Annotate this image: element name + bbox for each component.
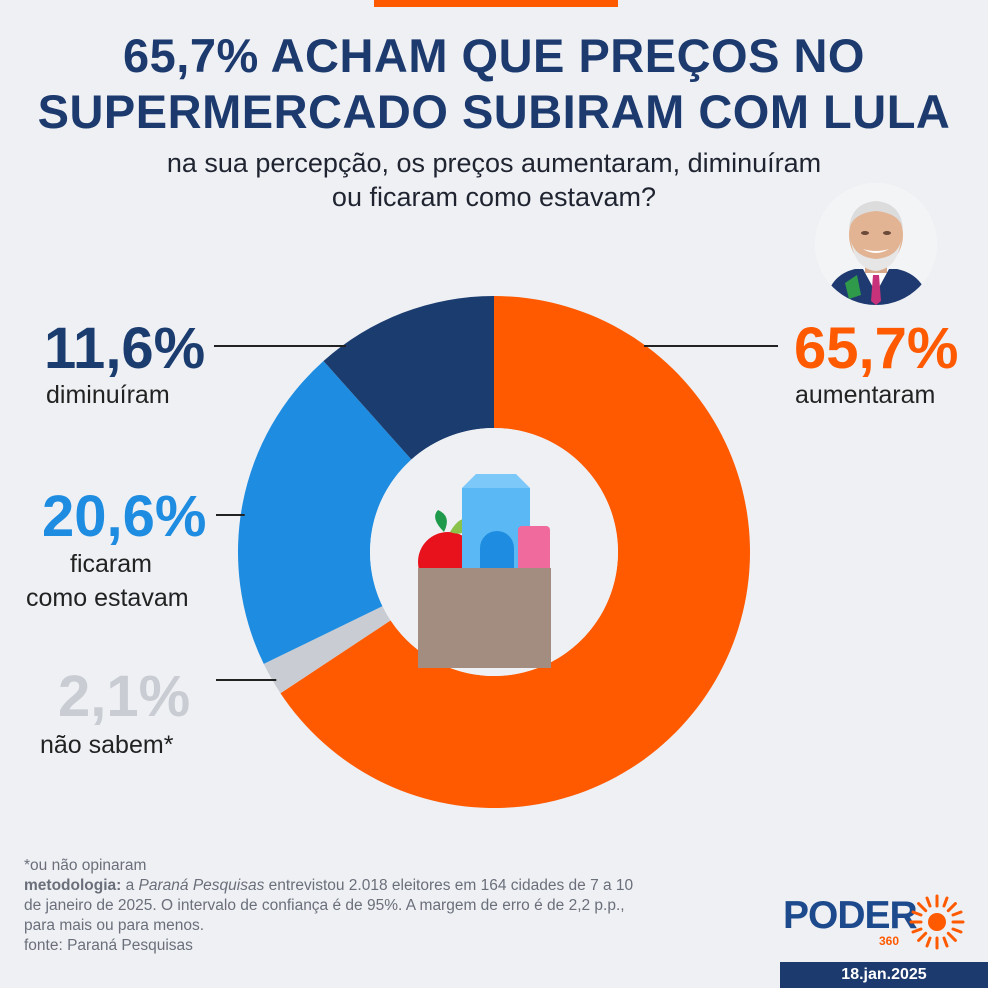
methodology-line-1: metodologia: a Paraná Pesquisas entrevis… (24, 876, 764, 896)
label-text-aumentaram: aumentaram (795, 381, 936, 409)
top-accent-bar (374, 0, 618, 7)
methodology-rest: entrevistou 2.018 eleitores em 164 cidad… (264, 877, 634, 894)
title-line-2: SUPERMERCADO SUBIRAM COM LULA (37, 85, 951, 138)
methodology-line-3: para mais ou para menos. (24, 917, 205, 934)
label-text-ficaram-1: ficaram (70, 550, 152, 578)
logo-sub: 360 (879, 934, 900, 948)
footnote-text: *ou não opinaram (24, 857, 147, 874)
slice-diminuiram (323, 296, 494, 460)
methodology-a: a (121, 877, 139, 894)
sun-icon (909, 894, 965, 950)
methodology-line-2: de janeiro de 2025. O intervalo de confi… (24, 897, 625, 914)
subtitle-line-2: ou ficaram como estavam? (331, 182, 657, 212)
slice-aumentaram (280, 296, 750, 808)
title-line-1: 65,7% ACHAM QUE PREÇOS NO (122, 29, 865, 82)
label-text-nao-sabem: não sabem* (40, 731, 174, 759)
portrait-photo (815, 183, 937, 305)
slice-nao-sabem (263, 606, 391, 694)
source-text: fonte: Paraná Pesquisas (24, 937, 193, 954)
label-value-nao-sabem: 2,1% (58, 664, 191, 729)
date-badge: 18.jan.2025 (780, 962, 988, 988)
label-text-ficaram-2: como estavam (26, 584, 189, 612)
slice-ficaram (238, 361, 412, 664)
methodology-label: metodologia: (24, 877, 122, 894)
label-value-ficaram: 20,6% (42, 484, 207, 549)
label-text-diminuiram: diminuíram (46, 381, 170, 409)
page-title: 65,7% ACHAM QUE PREÇOS NO SUPERMERCADO S… (0, 28, 988, 140)
bag-shape (418, 568, 551, 668)
poder360-logo: PODER 360 (783, 890, 973, 956)
methodology-note: *ou não opinaram metodologia: a Paraná P… (24, 856, 764, 956)
logo-wordmark: PODER (783, 894, 918, 937)
label-value-diminuiram: 11,6% (44, 316, 206, 381)
page-subtitle: na sua percepção, os preços aumentaram, … (0, 146, 988, 214)
grocery-bag-icon (418, 474, 551, 668)
label-value-aumentaram: 65,7% (794, 316, 959, 381)
subtitle-line-1: na sua percepção, os preços aumentaram, … (166, 148, 822, 178)
methodology-source: Paraná Pesquisas (138, 877, 265, 894)
